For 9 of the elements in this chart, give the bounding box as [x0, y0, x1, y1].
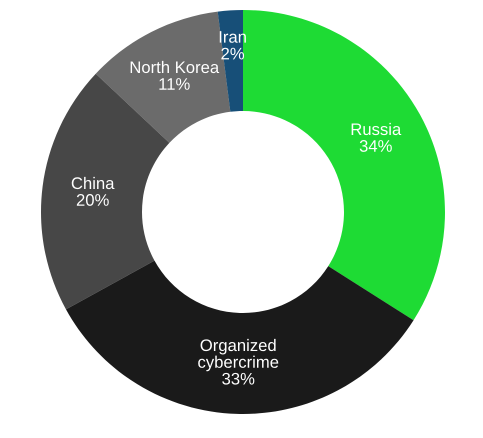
slice-label: Organized cybercrime [198, 338, 278, 372]
data-label: 34% [360, 140, 392, 152]
slice-label: North Korea [130, 60, 220, 74]
data-label: 20% [76, 194, 109, 206]
donut-slice [66, 260, 414, 414]
slice-label: Russia [352, 122, 402, 136]
data-label: 33% [222, 372, 254, 385]
data-label: 11% [159, 78, 190, 90]
slice-label: China [72, 176, 114, 190]
